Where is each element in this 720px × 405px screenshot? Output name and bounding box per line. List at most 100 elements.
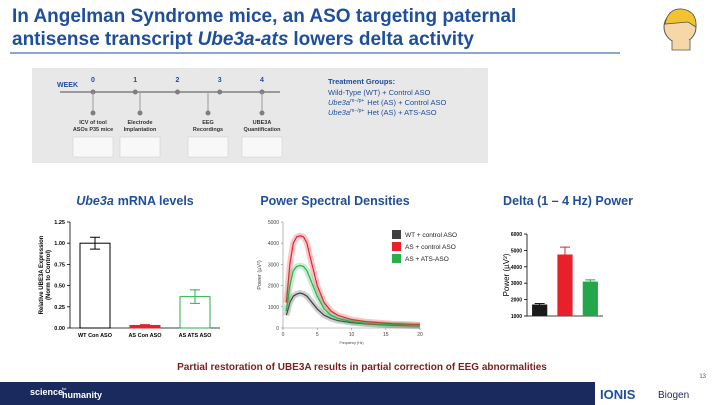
chart-title: Delta (1 – 4 Hz) Power: [503, 194, 633, 208]
week-label: WEEK: [57, 82, 78, 89]
x-tick-label: 20: [417, 332, 423, 338]
event-image: [187, 136, 229, 158]
y-tick-label: 1.00: [54, 241, 65, 247]
y-tick-label: 0.50: [54, 284, 65, 290]
legend-label: WT + control ASO: [405, 232, 457, 239]
brand: humanity: [62, 390, 102, 400]
partner-logo: Biogen: [658, 390, 689, 401]
error-bar: [560, 246, 570, 263]
series-line: [285, 264, 421, 327]
event-image: [72, 136, 114, 158]
y-axis-title: Power (µV²): [502, 253, 511, 296]
event-dot: [90, 110, 96, 116]
error-bar: [140, 324, 150, 327]
x-tick-label: WT Con ASO: [78, 333, 113, 339]
legend-swatch: [392, 230, 401, 239]
week-number: 1: [133, 77, 137, 84]
title-part: Ube3a: [76, 194, 114, 208]
page-number: 13: [699, 374, 706, 380]
brand: science: [30, 387, 63, 397]
conclusion: Partial restoration of UBE3A results in …: [177, 362, 547, 373]
genotype: m−/p+: [350, 108, 364, 114]
group-item: Wild-Type (WT) + Control ASO: [328, 88, 430, 97]
y-axis-title: (Norm to Control): [46, 250, 52, 300]
title-part: antisense transcript: [12, 29, 193, 50]
title-part: Ube3a-ats: [198, 29, 289, 50]
y-tick-label: 1000: [511, 314, 522, 320]
x-axis-title: Frequency (Hz): [339, 341, 363, 345]
week-dot: [175, 89, 180, 95]
error-bar: [90, 236, 100, 250]
bar: [557, 254, 573, 316]
title-line: antisense transcript Ube3a-ats lowers delt…: [12, 29, 474, 50]
y-tick-label: 4000: [511, 265, 522, 271]
error-bar: [534, 303, 545, 307]
bar: [532, 304, 548, 316]
x-tick-label: 15: [383, 332, 389, 338]
chart-title: Power Spectral Densities: [260, 194, 409, 208]
gene: Ube3a: [328, 108, 350, 117]
brand: for: [62, 386, 67, 391]
legend-swatch: [392, 242, 401, 251]
title-part: mRNA levels: [118, 194, 194, 208]
y-tick-label: 1.25: [54, 220, 65, 226]
y-tick-label: 4000: [268, 241, 279, 247]
genotype: m−/p+: [350, 98, 364, 104]
event-label: ASOs P35 mice: [73, 127, 113, 133]
event-label: Recordings: [193, 127, 223, 133]
title-part: Delta (1 – 4 Hz) Power: [503, 194, 633, 208]
legend-swatch: [392, 254, 401, 263]
title-part: lowers delta activity: [293, 29, 474, 50]
y-tick-label: 2000: [511, 298, 522, 304]
y-tick-label: 0.75: [54, 262, 65, 268]
footer-logos: [595, 382, 720, 405]
week-number: 0: [91, 77, 95, 84]
title-part: Power Spectral Densities: [260, 194, 409, 208]
bar: [79, 242, 111, 329]
y-tick-label: 6000: [511, 232, 522, 238]
x-tick-label: 10: [349, 332, 355, 338]
x-tick-label: 5: [316, 332, 319, 338]
group-text: Het (AS) + Control ASO: [367, 98, 446, 107]
week-number: 4: [260, 77, 264, 84]
y-axis-title: Relative UBE3A Expression: [39, 235, 45, 314]
error-bar: [190, 289, 200, 304]
y-tick-label: 0.00: [54, 326, 65, 332]
series-line: [285, 235, 421, 326]
event-dot: [137, 110, 143, 116]
y-tick-label: 5000: [268, 220, 279, 226]
partner-logo: IONIS: [600, 387, 636, 402]
group-item: Ube3am−/p+ Het (AS) + Control ASO: [328, 98, 446, 107]
legend-label: AS + ATS-ASO: [405, 256, 449, 263]
y-tick-label: 1000: [268, 305, 279, 311]
event-dot: [259, 110, 265, 116]
event-label: EEG: [202, 120, 214, 126]
event-label: ICV of tool: [79, 120, 107, 126]
groups-heading: Treatment Groups:: [328, 77, 395, 86]
event-label: Electrode: [127, 120, 152, 126]
y-axis-title: Power (µV²): [257, 260, 263, 290]
y-tick-label: 5000: [511, 248, 522, 254]
group-text: Het (AS) + ATS-ASO: [367, 108, 436, 117]
gene: Ube3a: [328, 98, 350, 107]
group-item: Ube3am−/p+ Het (AS) + ATS-ASO: [328, 108, 437, 117]
x-tick-label: AS Con ASO: [128, 333, 162, 339]
y-tick-label: 2000: [268, 284, 279, 290]
error-bar: [585, 279, 596, 284]
event-image: [241, 136, 283, 158]
week-number: 2: [176, 77, 180, 84]
title-line: In Angelman Syndrome mice, an ASO target…: [12, 6, 516, 27]
x-tick-label: 0: [282, 332, 285, 338]
event-dot: [205, 110, 211, 116]
x-tick-label: AS ATS ASO: [179, 333, 213, 339]
head-icon: [663, 8, 697, 51]
event-image: [119, 136, 161, 158]
legend-label: AS + control ASO: [405, 244, 456, 251]
y-tick-label: 3000: [268, 262, 279, 268]
week-dot: [132, 89, 138, 95]
event-label: Implantation: [124, 127, 157, 133]
chart-title: Ube3a mRNA levels: [76, 194, 194, 208]
week-number: 3: [218, 77, 222, 84]
